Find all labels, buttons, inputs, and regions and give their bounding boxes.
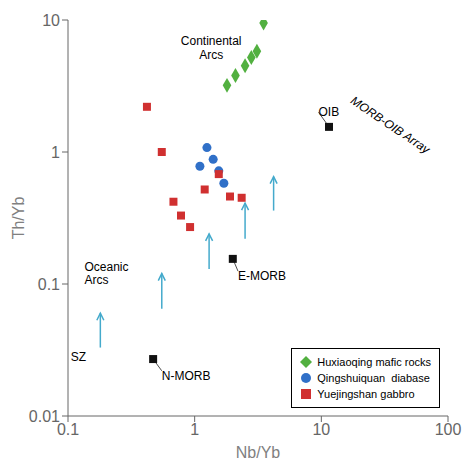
- svg-text:10: 10: [312, 421, 330, 438]
- svg-text:OIB: OIB: [319, 105, 340, 119]
- html-text:Yuejingshan gabbro: Yuejingshan gabbro: [317, 388, 415, 400]
- svg-text:0.1: 0.1: [57, 421, 79, 438]
- svg-text:1: 1: [190, 421, 199, 438]
- svg-text:OceanicArcs: OceanicArcs: [85, 260, 129, 288]
- svg-text:0.01: 0.01: [29, 408, 60, 425]
- svg-text:0.1: 0.1: [38, 276, 60, 293]
- html-text:Huxiaoqing mafic rocks: Huxiaoqing mafic rocks: [317, 356, 431, 368]
- html-text:Qingshuiquan diabase: Qingshuiquan diabase: [317, 372, 430, 384]
- svg-text:N-MORB: N-MORB: [162, 369, 211, 383]
- svg-text:Nb/Yb: Nb/Yb: [236, 444, 281, 461]
- svg-text:Th/Yb: Th/Yb: [10, 197, 27, 240]
- svg-text:E-MORB: E-MORB: [238, 269, 286, 283]
- svg-text:MORB-OIB Array: MORB-OIB Array: [348, 93, 433, 157]
- svg-text:1: 1: [51, 144, 60, 161]
- svg-text:ContinentalArcs: ContinentalArcs: [181, 34, 242, 62]
- svg-text:100: 100: [435, 421, 462, 438]
- svg-text:SZ: SZ: [71, 350, 86, 364]
- svg-text:10: 10: [42, 12, 60, 29]
